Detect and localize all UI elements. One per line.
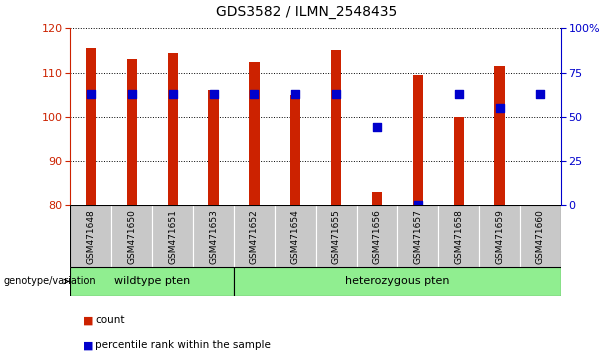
Text: GSM471659: GSM471659 (495, 209, 504, 264)
Bar (413, 75, 423, 205)
Text: GSM471653: GSM471653 (209, 209, 218, 264)
Text: GSM471652: GSM471652 (250, 209, 259, 264)
Text: GDS3582 / ILMN_2548435: GDS3582 / ILMN_2548435 (216, 5, 397, 19)
Point (372, 125, 382, 130)
Text: GSM471648: GSM471648 (86, 209, 96, 264)
Bar (249, 62, 259, 205)
Bar (520, 205, 561, 267)
Text: GSM471657: GSM471657 (413, 209, 422, 264)
Point (127, 91, 137, 97)
Bar (234, 205, 275, 267)
Bar (193, 205, 234, 267)
Bar (167, 53, 178, 205)
Text: GSM471660: GSM471660 (536, 209, 545, 264)
Point (249, 91, 259, 97)
Point (86, 91, 96, 97)
Bar (454, 117, 464, 205)
Point (331, 91, 341, 97)
Text: genotype/variation: genotype/variation (3, 276, 96, 286)
Bar (372, 192, 382, 205)
Point (454, 91, 463, 97)
Bar (70, 267, 234, 296)
Bar (112, 205, 152, 267)
Text: heterozygous pten: heterozygous pten (345, 276, 450, 286)
Bar (316, 205, 357, 267)
Text: ■: ■ (83, 315, 93, 325)
Point (413, 202, 423, 208)
Text: GSM471651: GSM471651 (168, 209, 177, 264)
Bar (152, 205, 193, 267)
Bar (234, 267, 561, 296)
Bar (397, 205, 438, 267)
Text: ■: ■ (83, 340, 93, 350)
Point (536, 91, 546, 97)
Text: GSM471656: GSM471656 (373, 209, 381, 264)
Bar (86, 48, 96, 205)
Bar (127, 59, 137, 205)
Bar (438, 205, 479, 267)
Bar (331, 51, 341, 205)
Bar (208, 90, 219, 205)
Bar (275, 205, 316, 267)
Bar (290, 95, 300, 205)
Point (208, 91, 218, 97)
Bar (357, 205, 397, 267)
Text: GSM471655: GSM471655 (332, 209, 341, 264)
Text: GSM471650: GSM471650 (128, 209, 136, 264)
Point (168, 91, 178, 97)
Text: GSM471654: GSM471654 (291, 209, 300, 264)
Text: GSM471658: GSM471658 (454, 209, 463, 264)
Bar (495, 66, 504, 205)
Bar (479, 205, 520, 267)
Text: wildtype pten: wildtype pten (114, 276, 191, 286)
Text: count: count (95, 315, 124, 325)
Bar (70, 205, 112, 267)
Text: percentile rank within the sample: percentile rank within the sample (95, 340, 271, 350)
Point (291, 91, 300, 97)
Point (495, 105, 504, 111)
